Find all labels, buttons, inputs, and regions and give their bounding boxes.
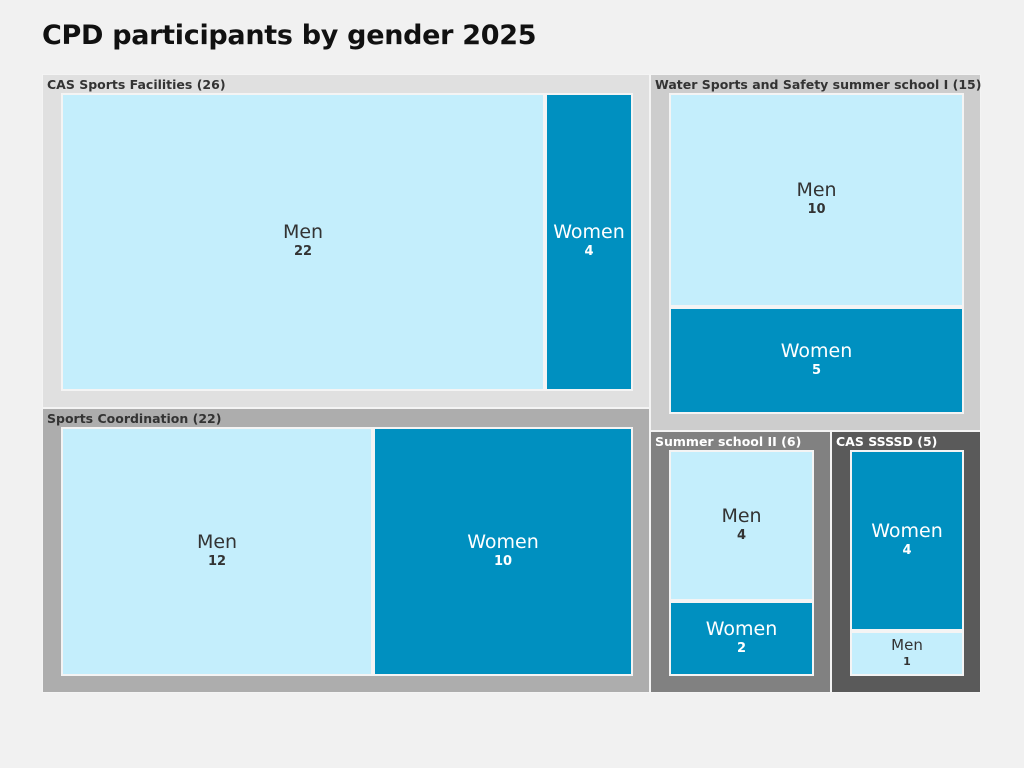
treemap-cell-men: Men 1 [850, 630, 964, 676]
treemap-cell-men: Men 4 [669, 450, 814, 601]
treemap-group: CAS Sports Facilities (26) Men 22 Women 4 [42, 74, 650, 408]
chart-title: CPD participants by gender 2025 [42, 20, 537, 51]
treemap-cell-name: Women [780, 339, 853, 362]
treemap-cell-women: Women 4 [850, 450, 964, 631]
treemap-cell-value: 12 [207, 553, 227, 569]
treemap-cell-men: Men 10 [669, 93, 964, 307]
treemap-group-label: CAS Sports Facilities (26) [47, 77, 226, 92]
treemap-cell-value: 5 [811, 362, 822, 378]
treemap-cell-value: 10 [493, 553, 513, 569]
treemap-cell-name: Men [721, 504, 762, 527]
treemap-cell-name: Men [196, 530, 238, 553]
treemap-group-label: Summer school II (6) [655, 434, 802, 449]
treemap-cell-women: Women 10 [373, 427, 633, 676]
treemap-group: Summer school II (6) Men 4 Women 2 [650, 431, 831, 693]
treemap-cell-name: Men [891, 636, 923, 655]
treemap-cell-value: 4 [902, 542, 912, 558]
treemap-group-label: Water Sports and Safety summer school I … [655, 77, 982, 92]
treemap-cell-name: Men [796, 179, 837, 202]
treemap-cell-value: 2 [736, 640, 747, 656]
treemap-cell-value: 4 [736, 527, 747, 543]
treemap-group-label: Sports Coordination (22) [47, 411, 222, 426]
treemap-cell-value: 4 [584, 244, 594, 260]
treemap-group: Sports Coordination (22) Men 12 Women 10 [42, 408, 650, 693]
treemap-cell-name: Women [467, 530, 539, 553]
treemap-cell-men: Men 12 [61, 427, 373, 676]
treemap-cell-value: 10 [807, 202, 826, 218]
treemap-cell-name: Women [871, 519, 943, 542]
treemap-cell-women: Women 5 [669, 307, 964, 414]
treemap-cell-name: Women [705, 617, 778, 640]
treemap-cell-name: Women [553, 221, 625, 244]
treemap-group-label: CAS SSSSD (5) [836, 434, 938, 449]
treemap-cell-value: 1 [903, 654, 911, 668]
treemap-cell-name: Men [282, 221, 324, 244]
treemap-cell-men: Men 22 [61, 93, 545, 391]
treemap-cell-value: 22 [293, 244, 313, 260]
treemap-cell-women: Women 2 [669, 600, 814, 676]
treemap-group: CAS SSSSD (5) Women 4 Men 1 [831, 431, 981, 693]
treemap-cell-women: Women 4 [545, 93, 633, 391]
treemap-group: Water Sports and Safety summer school I … [650, 74, 981, 431]
